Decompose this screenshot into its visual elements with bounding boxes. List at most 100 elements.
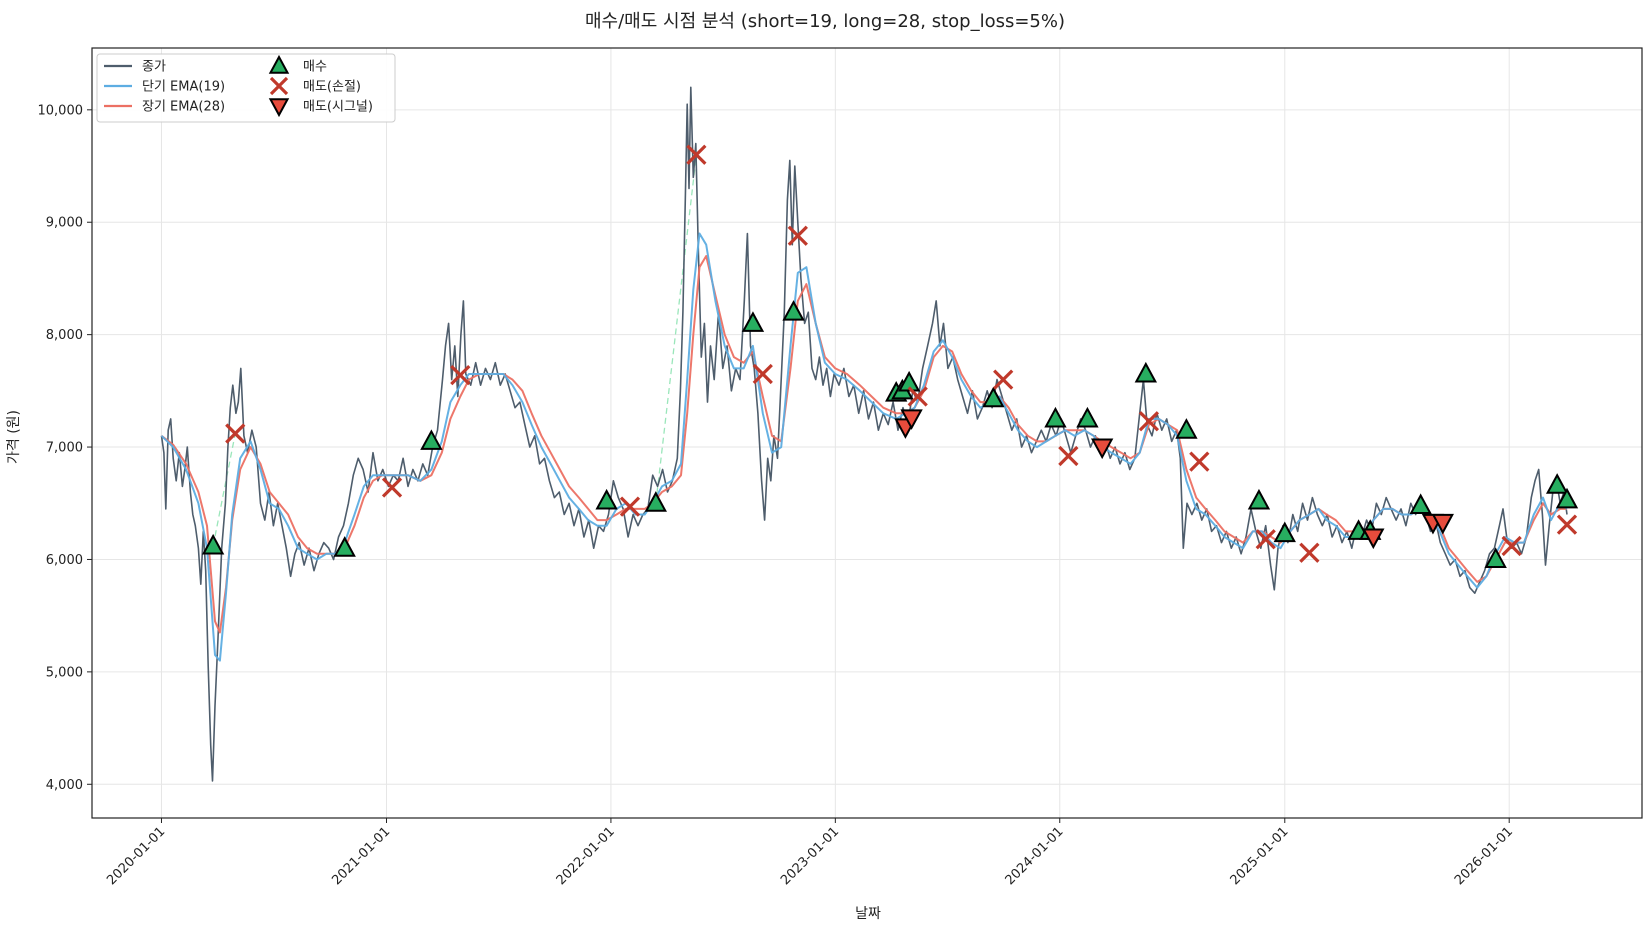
buy-marker <box>782 300 805 321</box>
series-line-ema-short <box>160 232 1568 662</box>
cross-stroke <box>450 364 471 386</box>
y-tick-label: 8,000 <box>46 328 83 343</box>
legend-item-close: 종가 <box>104 60 166 75</box>
sell-stop-marker <box>1501 535 1522 557</box>
buy-marker <box>1044 406 1067 428</box>
sell-stop-marker <box>686 144 707 165</box>
trade-markers <box>201 144 1579 568</box>
legend-label: 단기 EMA(19) <box>142 80 225 95</box>
cross-stroke <box>686 144 707 165</box>
trade-links <box>212 154 698 547</box>
buy-marker <box>1545 473 1569 494</box>
legend-label: 매수 <box>303 60 327 75</box>
buy-marker <box>1134 361 1158 383</box>
buy-marker <box>1247 488 1271 510</box>
y-tick-label: 4,000 <box>46 778 83 793</box>
y-tick-label: 10,000 <box>38 103 84 118</box>
cross-stroke <box>225 423 246 444</box>
buy-marker <box>982 386 1005 408</box>
sell-stop-marker <box>1299 542 1320 563</box>
legend-label: 매도(손절) <box>303 80 361 95</box>
sell-stop-marker <box>1058 445 1079 467</box>
y-tick-label: 7,000 <box>46 441 83 456</box>
legend-label: 매도(시그널) <box>303 100 373 115</box>
cross-stroke <box>1299 542 1320 563</box>
x-tick-label: 2025-01-01 <box>1228 824 1292 888</box>
x-axis-title: 날짜 <box>855 906 881 922</box>
cross-stroke <box>787 225 808 246</box>
cross-stroke <box>907 386 928 407</box>
plot-frame <box>91 47 1643 819</box>
y-axis-title: 가격 (원) <box>6 410 22 464</box>
sell-stop-marker <box>225 423 246 444</box>
x-tick-label: 2023-01-01 <box>778 824 842 888</box>
sell-stop-marker <box>450 364 471 386</box>
series-lines <box>160 86 1568 782</box>
buy-marker <box>595 488 618 510</box>
cross-stroke <box>381 477 403 498</box>
legend-label: 종가 <box>142 60 166 75</box>
buy-marker <box>201 533 225 555</box>
sell-signal-marker <box>1090 438 1114 460</box>
x-tick-label: 2020-01-01 <box>104 824 168 888</box>
cross-stroke <box>619 496 641 517</box>
x-axis-ticks: 2020-01-01 2021-01-01 2022-01-01 2023-01-01… <box>104 818 1516 888</box>
y-tick-label: 9,000 <box>46 216 83 231</box>
y-tick-label: 6,000 <box>46 553 83 568</box>
sell-signal-marker <box>1431 513 1454 535</box>
sell-stop-marker <box>1138 411 1160 432</box>
sell-stop-marker <box>1255 529 1276 550</box>
x-tick-label: 2021-01-01 <box>329 824 393 888</box>
sell-stop-marker <box>1189 451 1210 472</box>
sell-stop-marker <box>619 496 641 517</box>
buy-marker <box>1484 547 1507 568</box>
legend-label: 장기 EMA(28) <box>142 100 225 115</box>
legend-item-sell-signal: 매도(시그널) <box>268 98 373 118</box>
buy-marker <box>1409 493 1432 515</box>
buy-marker <box>1555 487 1579 509</box>
cross-stroke <box>752 363 773 385</box>
buy-marker <box>897 370 921 392</box>
sell-signal-marker <box>900 409 923 430</box>
y-tick-label: 5,000 <box>46 665 83 680</box>
buy-marker <box>741 311 765 332</box>
cross-stroke <box>269 76 289 96</box>
cross-stroke <box>1501 535 1522 557</box>
sell-stop-marker <box>907 386 928 407</box>
trade-link-line <box>655 154 698 504</box>
legend-item-sell-stop: 매도(손절) <box>269 76 361 96</box>
cross-stroke <box>1058 445 1079 467</box>
sell-stop-marker <box>993 369 1014 390</box>
y-axis-ticks: 4,000 5,000 6,000 7,000 8,000 9,000 10,000 <box>38 103 92 793</box>
cross-stroke <box>1556 514 1578 535</box>
sell-signal-marker <box>1362 528 1385 550</box>
series-line-close <box>160 86 1568 782</box>
legend-swatch-cross <box>269 76 289 96</box>
buy-marker <box>1175 418 1198 439</box>
x-tick-label: 2024-01-01 <box>1003 824 1067 888</box>
grid <box>92 48 1642 818</box>
buy-marker <box>1076 406 1099 428</box>
chart-title: 매수/매도 시점 분석 (short=19, long=28, stop_los… <box>585 11 1065 32</box>
x-tick-label: 2026-01-01 <box>1452 824 1516 888</box>
sell-stop-marker <box>1556 514 1578 535</box>
x-tick-label: 2022-01-01 <box>554 824 618 888</box>
cross-stroke <box>993 369 1014 390</box>
trade-link-line <box>212 433 236 547</box>
legend-swatch-triangle-down <box>268 98 290 118</box>
buy-marker <box>644 491 667 512</box>
legend-item-buy: 매수 <box>268 54 327 75</box>
legend-swatch-triangle-up <box>268 54 290 74</box>
cross-stroke <box>1138 411 1160 432</box>
sell-stop-marker <box>787 225 808 246</box>
legend-item-ema-long: 장기 EMA(28) <box>104 100 225 115</box>
legend-box <box>96 53 396 123</box>
sell-stop-marker <box>752 363 773 385</box>
legend-item-ema-short: 단기 EMA(19) <box>104 80 225 95</box>
buy-marker <box>333 536 356 557</box>
cross-stroke <box>1255 529 1276 550</box>
sell-stop-marker <box>381 477 403 498</box>
